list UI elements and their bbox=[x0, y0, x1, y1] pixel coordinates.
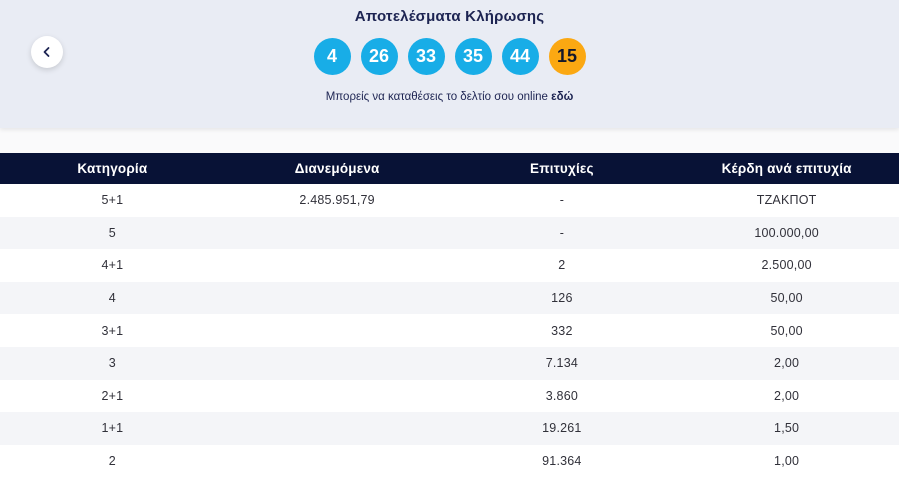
distributed-cell bbox=[224, 444, 450, 478]
distributed-cell bbox=[224, 412, 450, 445]
distributed-cell bbox=[224, 249, 450, 282]
winnings-cell: 50,00 bbox=[674, 281, 899, 315]
drawn-number: 26 bbox=[360, 38, 398, 75]
winnings-table: Κατηγορία Διανεμόμενα Επιτυχίες Κέρδη ανά ε… bbox=[0, 153, 899, 478]
table-row: 5+1 2.485.951,79- ΤΖΑΚΠΟΤ bbox=[0, 184, 899, 217]
column-header: Κέρδη ανά επιτυχία bbox=[674, 153, 899, 184]
deposit-online-label: Μπορείς να καταθέσεις το δελτίο σου onli… bbox=[325, 91, 548, 103]
table-header-row: Κατηγορία Διανεμόμενα Επιτυχίες Κέρδη ανά ε… bbox=[0, 153, 899, 184]
winnings-cell: ΤΖΑΚΠΟΤ bbox=[674, 184, 899, 217]
table-row: 2 91.364 1,00 bbox=[0, 444, 899, 478]
category-cell: 1+1 bbox=[0, 412, 225, 445]
category-cell: 2 bbox=[0, 444, 225, 478]
winners-cell: 2 bbox=[449, 249, 675, 282]
winnings-table-body: 5+1 2.485.951,79- ΤΖΑΚΠΟΤ 5-100.000,00 4+1 2 2… bbox=[0, 184, 899, 478]
category-cell: 3+1 bbox=[0, 314, 225, 347]
category-cell: 5 bbox=[0, 216, 225, 250]
winnings-cell: 50,00 bbox=[674, 314, 899, 347]
winners-cell: - bbox=[449, 216, 675, 250]
distributed-cell bbox=[224, 216, 450, 250]
column-header: Επιτυχίες bbox=[449, 153, 675, 184]
drawn-number: 4 bbox=[313, 38, 351, 75]
table-row: 4 126 50,00 bbox=[0, 281, 899, 315]
winners-cell: - bbox=[449, 184, 675, 217]
winners-cell: 19.261 bbox=[449, 412, 675, 445]
distributed-cell: 2.485.951,79 bbox=[224, 184, 450, 217]
drawn-number: 33 bbox=[407, 38, 445, 75]
back-button[interactable] bbox=[31, 36, 63, 68]
section-divider bbox=[0, 128, 899, 153]
deposit-online-link[interactable]: εδώ bbox=[551, 91, 574, 103]
winners-cell: 126 bbox=[449, 281, 675, 315]
deposit-online-text: Μπορείς να καταθέσεις το δελτίο σου onli… bbox=[326, 91, 574, 103]
table-row: 4+1 2 2.500,00 bbox=[0, 249, 899, 282]
chevron-left-icon bbox=[41, 46, 53, 58]
category-cell: 2+1 bbox=[0, 379, 225, 413]
winnings-cell: 2.500,00 bbox=[674, 249, 899, 282]
winnings-cell: 2,00 bbox=[674, 346, 899, 380]
category-cell: 4+1 bbox=[0, 249, 225, 282]
category-cell: 5+1 bbox=[0, 184, 225, 217]
column-header: Διανεμόμενα bbox=[224, 153, 450, 184]
distributed-cell bbox=[224, 281, 450, 315]
column-header: Κατηγορία bbox=[0, 153, 225, 184]
winnings-cell: 1,50 bbox=[674, 412, 899, 445]
winners-cell: 332 bbox=[449, 314, 675, 347]
distributed-cell bbox=[224, 379, 450, 413]
draw-results-hero: Αποτελέσματα Κλήρωσης 4 26 33 35 44 15 Μπορεί… bbox=[0, 0, 899, 128]
drawn-number: 44 bbox=[501, 38, 539, 75]
winnings-cell: 100.000,00 bbox=[674, 216, 899, 250]
winnings-cell: 1,00 bbox=[674, 444, 899, 478]
winners-cell: 91.364 bbox=[449, 444, 675, 478]
table-row: 5 -100.000,00 bbox=[0, 216, 899, 250]
winners-cell: 7.134 bbox=[449, 346, 675, 380]
drawn-number: 35 bbox=[454, 38, 492, 75]
joker-number: 15 bbox=[548, 38, 586, 75]
winnings-cell: 2,00 bbox=[674, 379, 899, 413]
table-row: 3 7.134 2,00 bbox=[0, 346, 899, 380]
numbers-row: 4 26 33 35 44 15 bbox=[313, 38, 586, 75]
distributed-cell bbox=[224, 346, 450, 380]
category-cell: 3 bbox=[0, 346, 225, 380]
winnings-table-header: Κατηγορία Διανεμόμενα Επιτυχίες Κέρδη ανά ε… bbox=[0, 153, 899, 184]
table-row: 3+1 332 50,00 bbox=[0, 314, 899, 347]
table-row: 2+1 3.860 2,00 bbox=[0, 379, 899, 413]
page-title: Αποτελέσματα Κλήρωσης bbox=[354, 8, 545, 25]
distributed-cell bbox=[224, 314, 450, 347]
winners-cell: 3.860 bbox=[449, 379, 675, 413]
category-cell: 4 bbox=[0, 281, 225, 315]
table-row: 1+1 19.261 1,50 bbox=[0, 412, 899, 445]
